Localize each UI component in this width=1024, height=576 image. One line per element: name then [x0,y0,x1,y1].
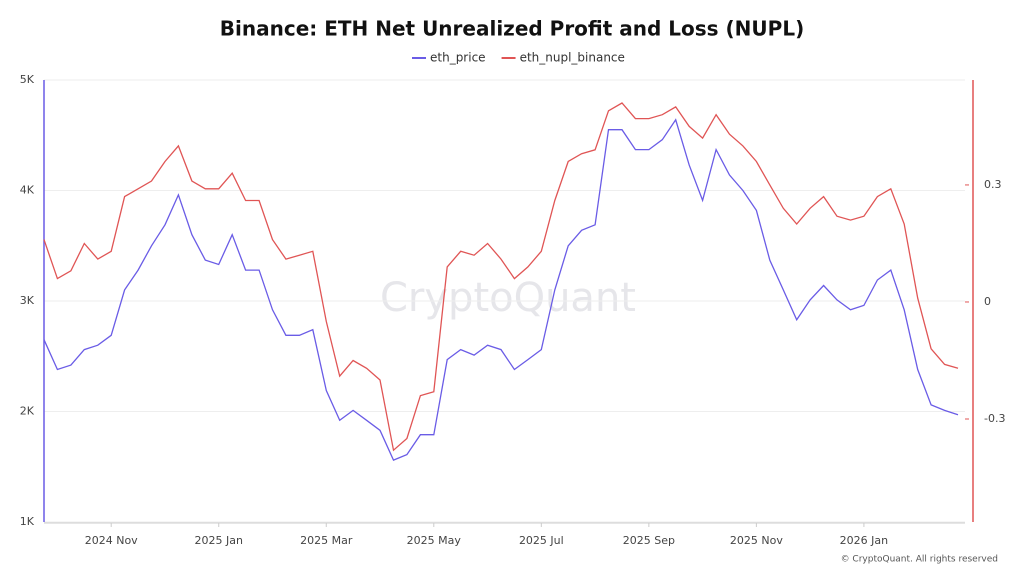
y-tick-label: 4K [20,184,35,197]
y-tick-label: 2K [20,405,35,418]
y-tick-label: 5K [20,73,35,86]
x-tick-label: 2025 Jan [195,534,243,547]
y2-tick-label: -0.3 [984,412,1005,425]
x-tick-label: 2025 May [407,534,462,547]
y2-tick-label: 0.3 [984,178,1002,191]
y-tick-label: 3K [20,294,35,307]
x-tick-label: 2025 Jul [519,534,564,547]
legend-label: eth_price [430,51,486,65]
x-tick-label: 2024 Nov [85,534,138,547]
y2-tick-label: 0 [984,295,991,308]
watermark: CryptoQuant [380,275,636,321]
chart-title: Binance: ETH Net Unrealized Profit and L… [220,17,804,41]
x-tick-label: 2025 Sep [623,534,675,547]
series-line [43,118,959,461]
x-tick-label: 2026 Jan [840,534,888,547]
y-tick-label: 1K [20,515,35,528]
x-tick-label: 2025 Mar [300,534,353,547]
legend-label: eth_nupl_binance [520,51,625,65]
credit: © CryptoQuant. All rights reserved [841,555,998,565]
series-line [43,102,959,452]
x-tick-label: 2025 Nov [730,534,783,547]
